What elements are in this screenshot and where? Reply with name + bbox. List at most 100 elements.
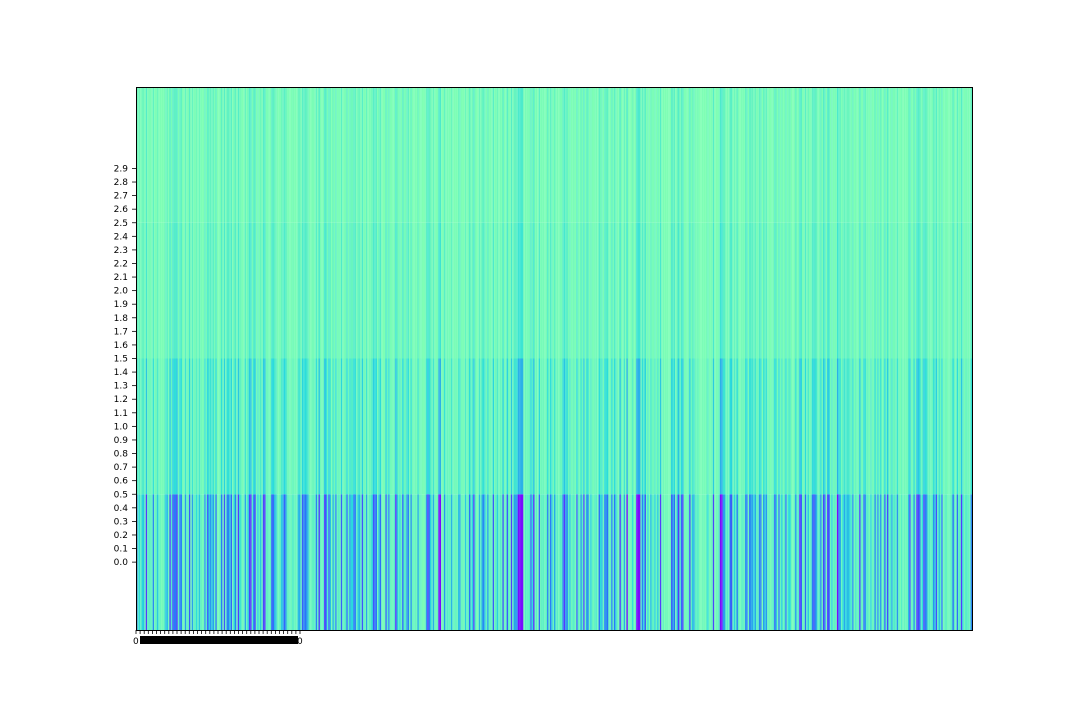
heatmap-cell — [301, 494, 304, 630]
heatmap-cell — [680, 358, 683, 495]
heatmap-cell — [225, 87, 227, 223]
heatmap-cell — [707, 494, 709, 630]
heatmap-cell — [301, 222, 304, 359]
heatmap-cell — [618, 87, 620, 223]
heatmap-cell — [402, 222, 404, 359]
heatmap-cell — [528, 358, 531, 495]
heatmap-cell — [423, 87, 425, 223]
heatmap-cell — [417, 87, 419, 223]
heatmap-cell — [441, 222, 443, 359]
heatmap-cell — [903, 87, 906, 223]
heatmap-cell — [473, 222, 475, 359]
heatmap-cell — [893, 494, 896, 630]
heatmap-cell — [634, 222, 637, 359]
heatmap-cell — [214, 222, 216, 359]
heatmap-cell — [739, 222, 741, 359]
heatmap-cell — [853, 358, 856, 495]
heatmap-cell — [530, 494, 532, 630]
heatmap-cell — [615, 222, 617, 359]
heatmap-cell — [747, 87, 750, 223]
heatmap-cell — [569, 222, 571, 359]
heatmap-cell — [311, 87, 314, 223]
heatmap-cell — [581, 87, 584, 223]
heatmap-cell — [604, 87, 606, 223]
heatmap-cell — [283, 222, 286, 359]
heatmap-cell — [236, 358, 238, 495]
heatmap-cell — [244, 87, 247, 223]
heatmap-cell — [678, 87, 680, 223]
heatmap-cell — [162, 494, 164, 630]
heatmap-cell — [409, 358, 411, 495]
heatmap-cell — [304, 358, 307, 495]
heatmap-cell — [902, 358, 904, 495]
heatmap-cell — [429, 87, 432, 223]
heatmap-cell — [839, 358, 842, 495]
heatmap-cell — [332, 87, 334, 223]
heatmap-cell — [211, 222, 213, 359]
heatmap-cell — [697, 87, 699, 223]
heatmap-cell — [520, 358, 523, 495]
heatmap-cell — [152, 87, 155, 223]
heatmap-cell — [211, 494, 213, 630]
heatmap-cell — [311, 494, 314, 630]
heatmap-cell — [552, 87, 555, 223]
heatmap-cell — [389, 87, 392, 223]
heatmap-cell — [303, 494, 305, 630]
heatmap-cell — [622, 358, 624, 495]
heatmap-cell — [555, 87, 557, 223]
heatmap-cell — [246, 87, 248, 223]
heatmap-cell — [289, 358, 291, 495]
heatmap-cell — [386, 87, 389, 223]
heatmap-cell — [678, 222, 680, 359]
heatmap-cell — [282, 222, 284, 359]
heatmap-cell — [424, 222, 426, 359]
heatmap-cell — [403, 222, 405, 359]
heatmap-cell — [718, 494, 720, 630]
heatmap-cell — [262, 222, 265, 359]
heatmap-cell — [827, 222, 829, 359]
heatmap-cell — [222, 494, 224, 630]
heatmap-cell — [396, 494, 398, 630]
heatmap-cell — [838, 494, 840, 630]
heatmap-cell — [565, 222, 567, 359]
heatmap-cell — [595, 494, 598, 630]
heatmap-cell — [523, 358, 525, 495]
heatmap-cell — [239, 494, 241, 630]
heatmap-cell — [491, 494, 493, 630]
heatmap-cell — [165, 87, 167, 223]
heatmap-cell — [280, 358, 283, 495]
heatmap-cell — [251, 87, 254, 223]
heatmap-cell — [567, 87, 570, 223]
heatmap-cell — [159, 494, 162, 630]
heatmap-cell — [843, 222, 846, 359]
heatmap-cell — [811, 494, 814, 630]
heatmap-cell — [763, 87, 765, 223]
heatmap-cell — [574, 222, 577, 359]
heatmap-cell — [232, 222, 234, 359]
heatmap-cell — [370, 494, 372, 630]
heatmap-cell — [243, 494, 245, 630]
heatmap-cell — [379, 87, 382, 223]
heatmap-cell — [230, 87, 233, 223]
heatmap-cell — [275, 87, 277, 223]
heatmap-cell — [467, 87, 470, 223]
heatmap-cell — [691, 358, 694, 495]
heatmap-cell — [179, 494, 181, 630]
heatmap-cell — [145, 358, 148, 495]
heatmap-cell — [491, 222, 493, 359]
heatmap-cell — [494, 494, 496, 630]
heatmap-cell — [903, 222, 906, 359]
heatmap-cell — [156, 222, 159, 359]
heatmap-cell — [678, 494, 680, 630]
heatmap-cell — [721, 494, 723, 630]
heatmap-cell — [562, 358, 564, 495]
heatmap-cell — [455, 87, 457, 223]
heatmap-cell — [573, 494, 575, 630]
heatmap-cell — [519, 494, 521, 630]
heatmap-cell — [239, 222, 241, 359]
heatmap-cell — [690, 222, 692, 359]
heatmap-cell — [335, 494, 337, 630]
heatmap-cell — [215, 494, 217, 630]
heatmap-cell — [188, 222, 191, 359]
heatmap-cell — [404, 358, 407, 495]
